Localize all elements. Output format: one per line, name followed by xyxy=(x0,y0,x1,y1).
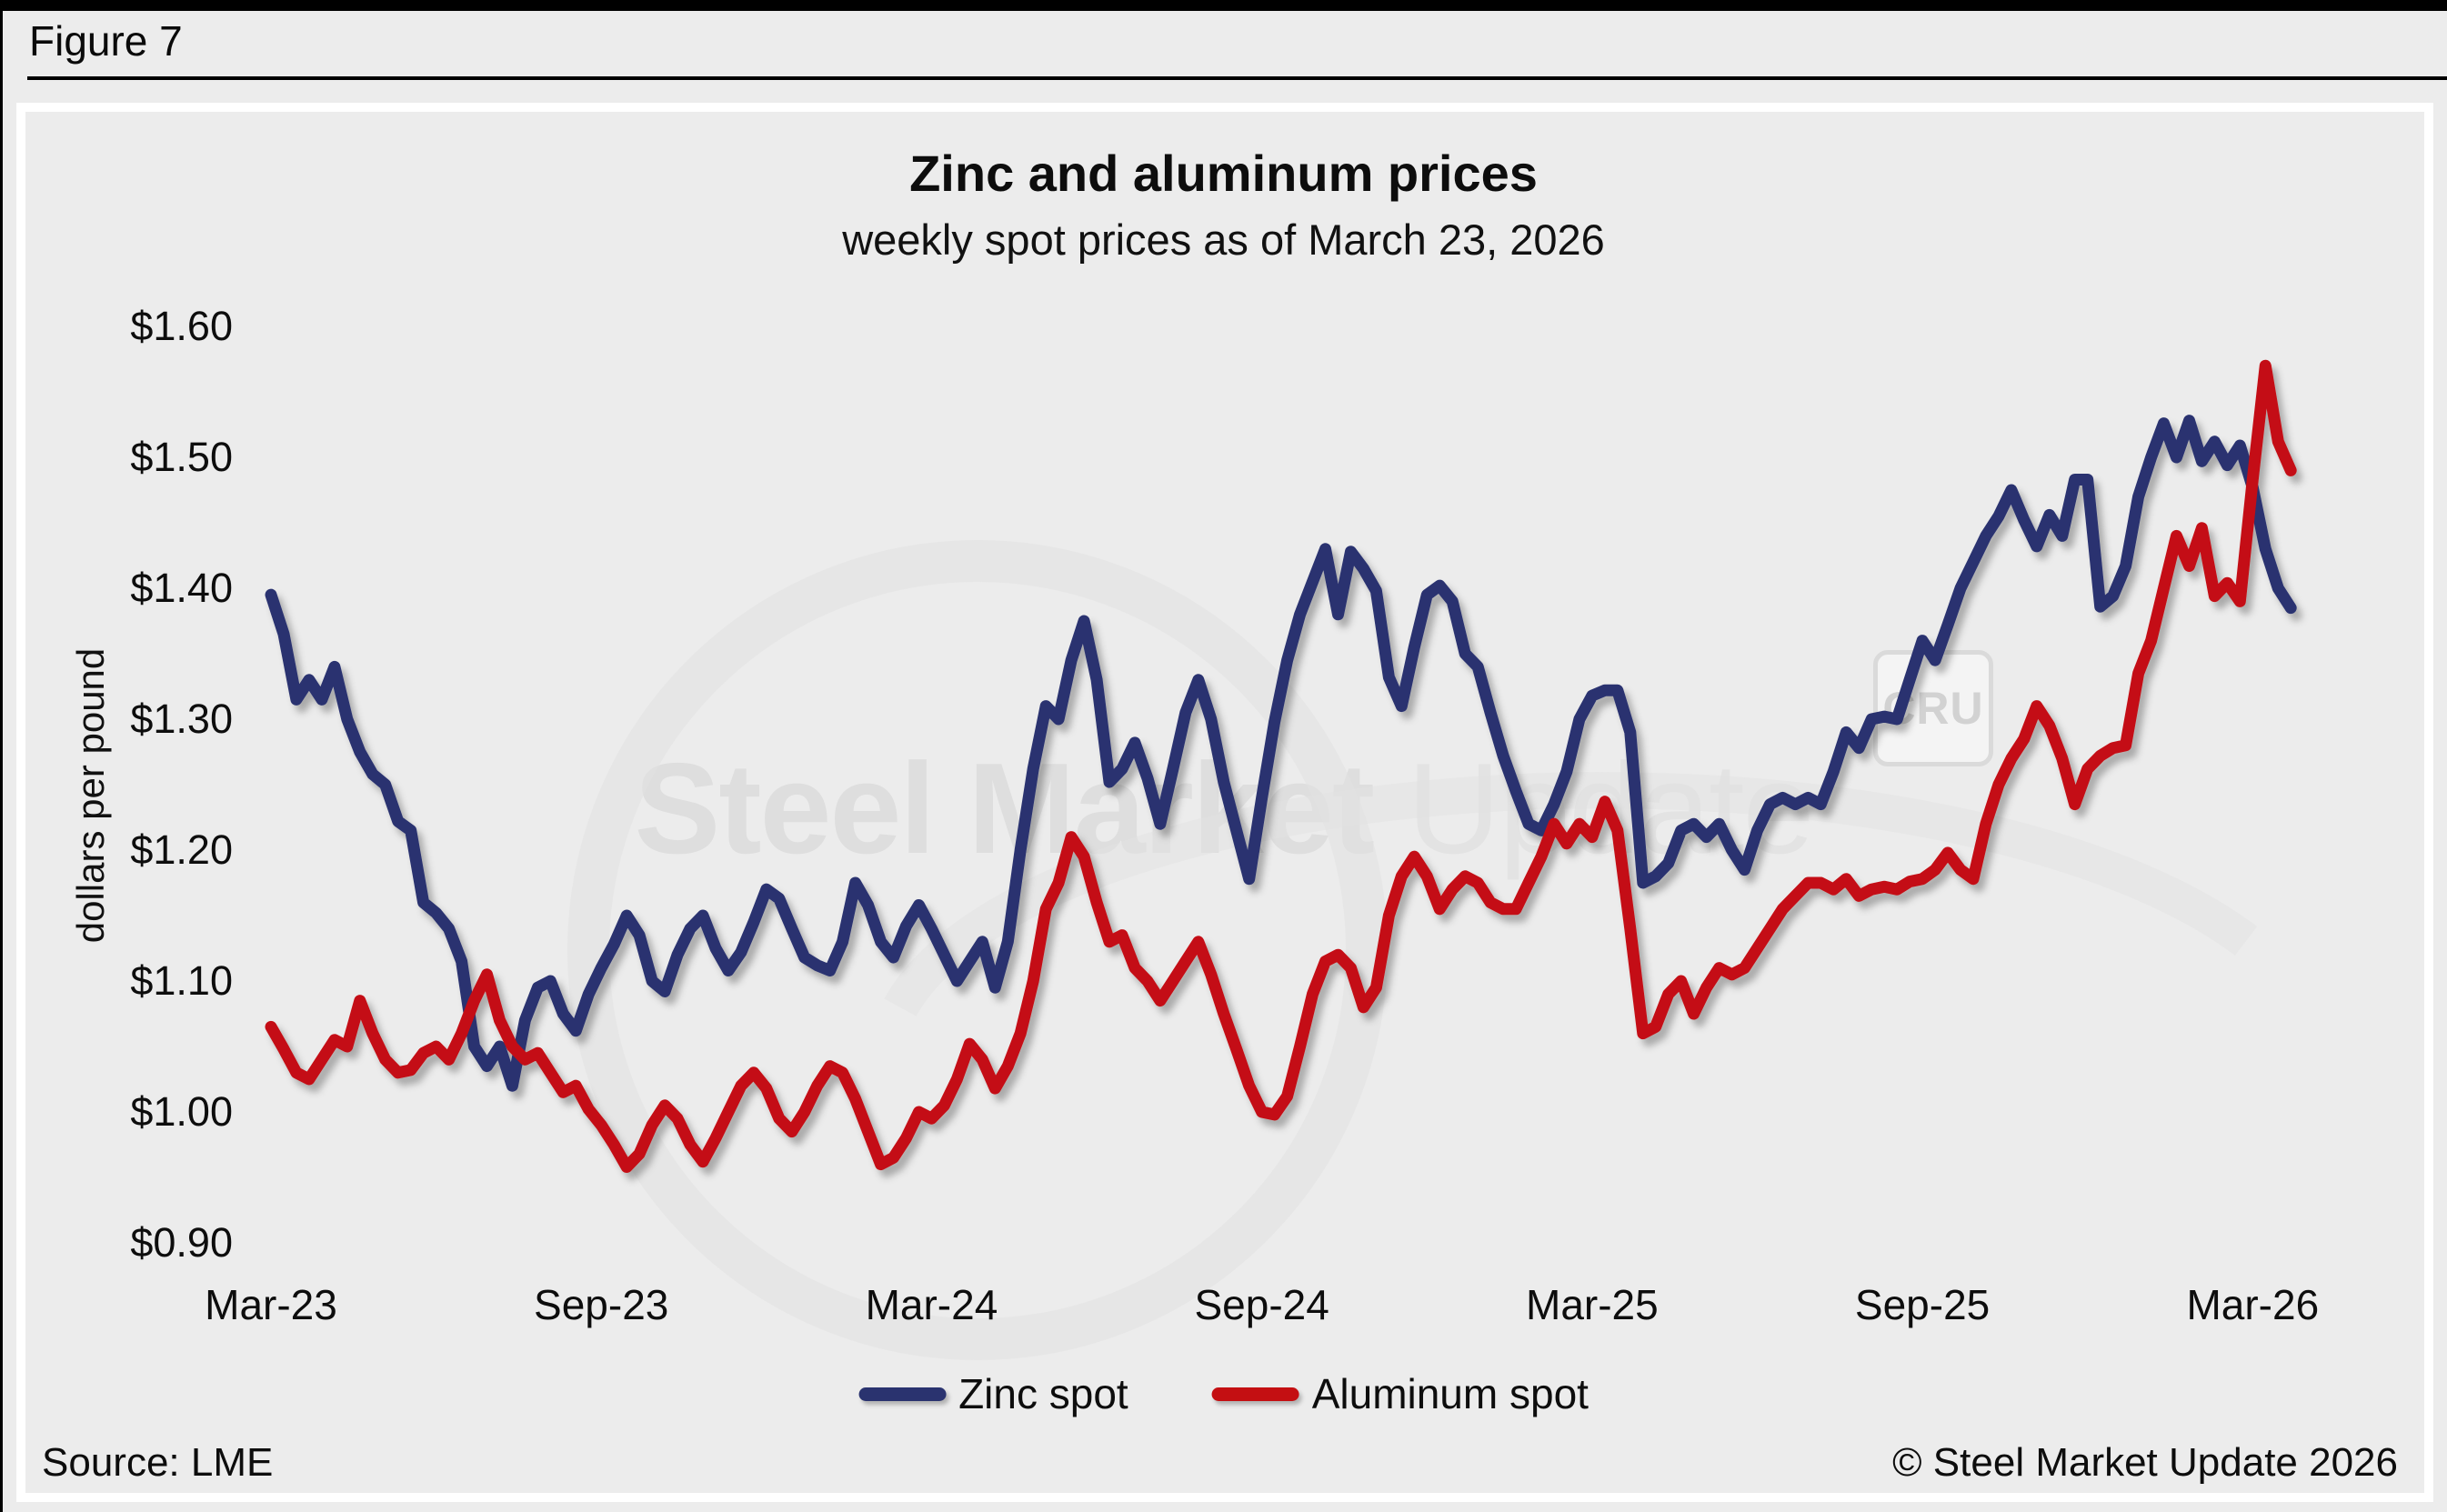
left-edge-border xyxy=(0,0,3,1512)
top-bar xyxy=(0,0,2447,11)
source-note: Source: LME xyxy=(42,1440,274,1485)
figure-label: Figure 7 xyxy=(29,17,183,65)
figure-rule xyxy=(27,76,2447,80)
copyright-note: © Steel Market Update 2026 xyxy=(1892,1440,2398,1485)
zinc-line-swatch-icon xyxy=(858,1387,947,1401)
legend: Zinc spot Aluminum spot xyxy=(858,1369,1589,1418)
aluminum-line-swatch-icon xyxy=(1211,1387,1299,1401)
chart-subtitle: weekly spot prices as of March 23, 2026 xyxy=(842,215,1605,264)
chart-title: Zinc and aluminum prices xyxy=(909,145,1538,202)
legend-label-zinc: Zinc spot xyxy=(958,1370,1128,1417)
watermark-text-bold: Steel Market xyxy=(634,736,1376,881)
watermark-text: Steel Market Update xyxy=(634,735,1815,884)
watermark-text-light: Update xyxy=(1373,736,1815,881)
legend-item-aluminum: Aluminum spot xyxy=(1211,1369,1589,1418)
legend-item-zinc: Zinc spot xyxy=(858,1369,1128,1418)
legend-label-aluminum: Aluminum spot xyxy=(1311,1370,1589,1417)
cru-badge-icon: CRU xyxy=(1873,650,1993,766)
y-axis-title: dollars per pound xyxy=(69,647,112,944)
